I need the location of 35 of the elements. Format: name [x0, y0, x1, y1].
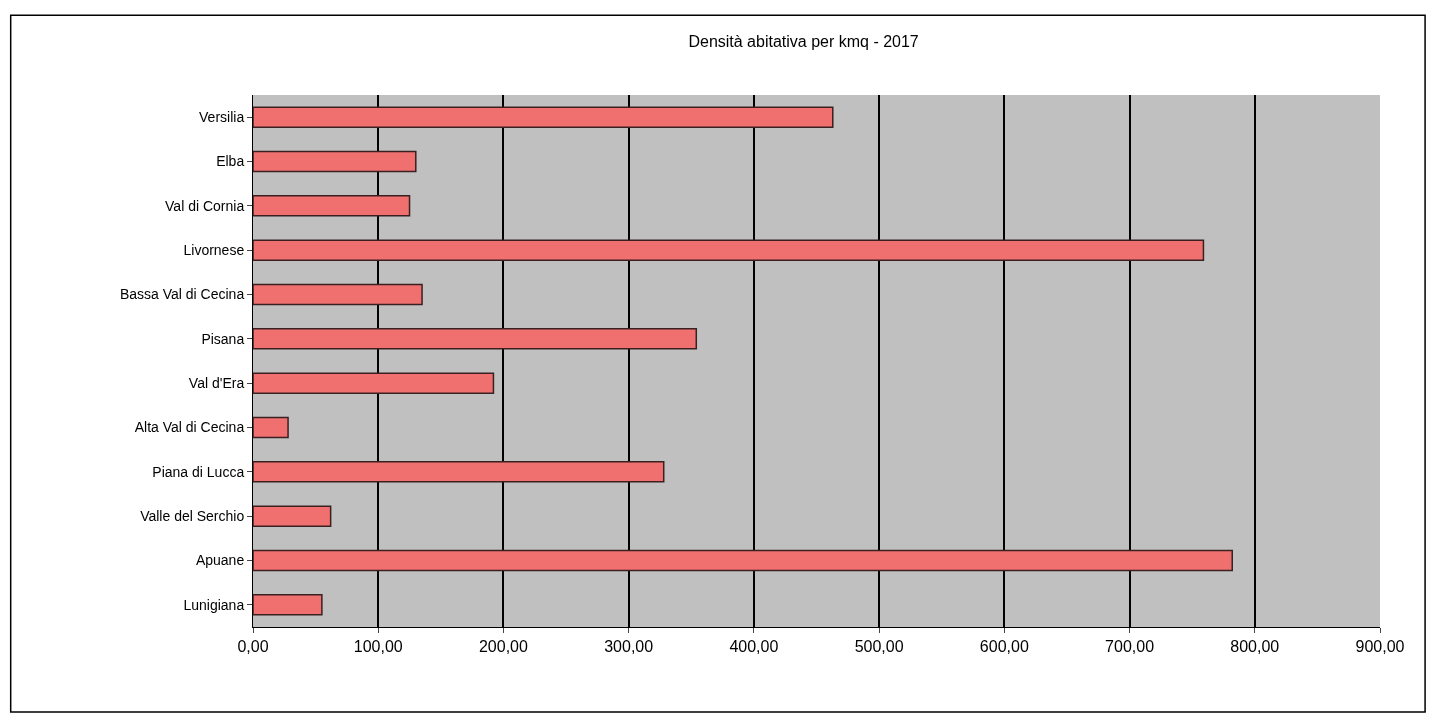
bar [253, 549, 1233, 572]
x-tick-label: 400,00 [729, 638, 779, 656]
y-tick-label: Livornese [183, 242, 245, 259]
y-tick-label: Versilia [199, 109, 245, 126]
x-tick-label: 700,00 [1105, 638, 1155, 656]
y-tick-label: Val d'Era [188, 375, 245, 392]
y-tick-label: Lunigiana [183, 596, 245, 613]
bar [253, 416, 289, 439]
bar [253, 328, 698, 350]
y-tick-label: Val di Cornia [165, 197, 245, 214]
x-tick-label: 500,00 [854, 638, 904, 656]
bar [253, 461, 665, 483]
bar [253, 106, 834, 128]
x-tick-label: 100,00 [353, 638, 403, 656]
bar [253, 372, 495, 394]
y-tick-label: Valle del Serchio [140, 508, 245, 525]
y-tick-label: Apuane [195, 552, 245, 569]
bar [253, 505, 332, 527]
y-tick-label: Bassa Val di Cecina [119, 286, 245, 303]
y-tick-label: Pisana [201, 330, 245, 347]
y-tick-label: Piana di Lucca [152, 463, 245, 480]
bar [253, 594, 323, 616]
x-tick-label: 600,00 [979, 638, 1029, 656]
x-tick-label: 300,00 [604, 638, 654, 656]
y-tick-label: Alta Val di Cecina [134, 419, 245, 436]
x-tick-label: 900,00 [1355, 638, 1405, 656]
bar [253, 239, 1205, 261]
bar [253, 283, 423, 306]
bar [253, 195, 411, 217]
x-tick-label: 200,00 [478, 638, 529, 656]
x-tick-label: 0,00 [237, 638, 269, 656]
bar [253, 150, 417, 173]
y-tick-label: Elba [216, 153, 245, 170]
x-tick-label: 800,00 [1230, 638, 1280, 656]
chart-title: Densità abitativa per kmq - 2017 [688, 33, 919, 51]
